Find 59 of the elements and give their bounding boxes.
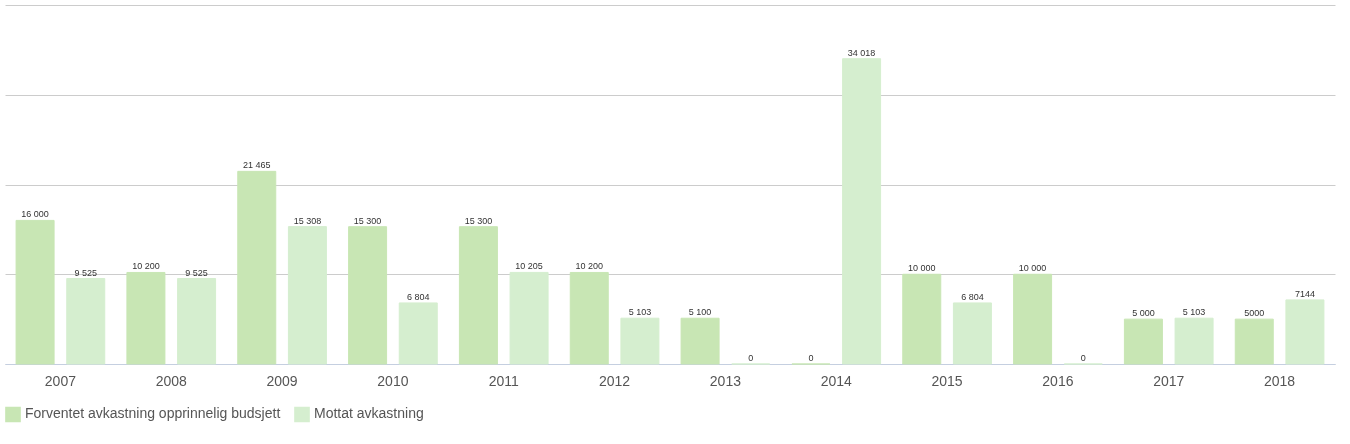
x-tick-label: 2007 xyxy=(44,372,77,389)
data-label: 7144 xyxy=(1294,288,1315,299)
x-tick-label: 2016 xyxy=(1042,372,1074,389)
data-label: 10 000 xyxy=(907,263,936,274)
bar xyxy=(902,273,942,365)
data-label: 5 103 xyxy=(1182,307,1206,318)
bar xyxy=(398,302,438,365)
bar xyxy=(287,226,327,365)
bar xyxy=(952,302,992,365)
data-label: 6 804 xyxy=(406,291,430,302)
x-tick-label: 2018 xyxy=(1264,372,1296,389)
data-label: 5000 xyxy=(1244,308,1265,319)
data-label: 10 200 xyxy=(132,261,160,272)
data-label: 5 000 xyxy=(1132,308,1155,319)
x-tick-label: 2017 xyxy=(1153,372,1185,389)
x-tick-label: 2012 xyxy=(599,372,631,389)
bar xyxy=(458,226,498,365)
data-label: 15 300 xyxy=(353,215,382,226)
data-label: 0 xyxy=(808,353,814,363)
data-label: 15 300 xyxy=(464,215,493,226)
bar xyxy=(1174,317,1214,365)
x-tick-label: 2010 xyxy=(377,372,409,389)
bar xyxy=(1123,318,1163,365)
data-label: 9 525 xyxy=(185,267,208,278)
data-label: 34 018 xyxy=(847,47,876,58)
data-label: 21 465 xyxy=(242,160,271,171)
bar xyxy=(126,271,166,365)
bar xyxy=(1285,299,1325,365)
legend-label: Forventet avkastning opprinnelig budsjett xyxy=(25,405,281,422)
bar xyxy=(237,170,277,365)
x-tick-label: 2013 xyxy=(709,372,742,389)
x-tick-label: 2014 xyxy=(820,372,853,389)
data-label: 10 000 xyxy=(1018,263,1047,274)
bar xyxy=(569,271,609,365)
data-label: 0 xyxy=(748,353,754,363)
data-label: 15 308 xyxy=(293,215,322,226)
data-label: 6 804 xyxy=(961,291,984,302)
bar xyxy=(15,219,55,365)
bar xyxy=(620,317,660,365)
bar xyxy=(509,271,549,365)
bar xyxy=(177,278,217,365)
x-tick-label: 2008 xyxy=(155,372,188,389)
x-tick-label: 2011 xyxy=(488,372,520,389)
data-label: 9 525 xyxy=(74,267,98,278)
legend-label: Mottat avkastning xyxy=(314,405,424,422)
data-label: 16 000 xyxy=(21,209,49,220)
x-tick-label: 2015 xyxy=(931,372,963,389)
data-label: 5 100 xyxy=(688,307,712,318)
bar xyxy=(1234,318,1274,365)
bar xyxy=(66,278,106,365)
data-label: 5 103 xyxy=(628,307,652,318)
data-label: 0 xyxy=(1080,353,1086,363)
bar xyxy=(1013,273,1053,365)
x-tick-label: 2009 xyxy=(266,372,298,389)
data-label: 10 205 xyxy=(515,261,543,272)
bar xyxy=(348,226,388,365)
bar xyxy=(842,58,882,365)
data-label: 10 200 xyxy=(575,261,604,272)
bar xyxy=(680,317,720,365)
